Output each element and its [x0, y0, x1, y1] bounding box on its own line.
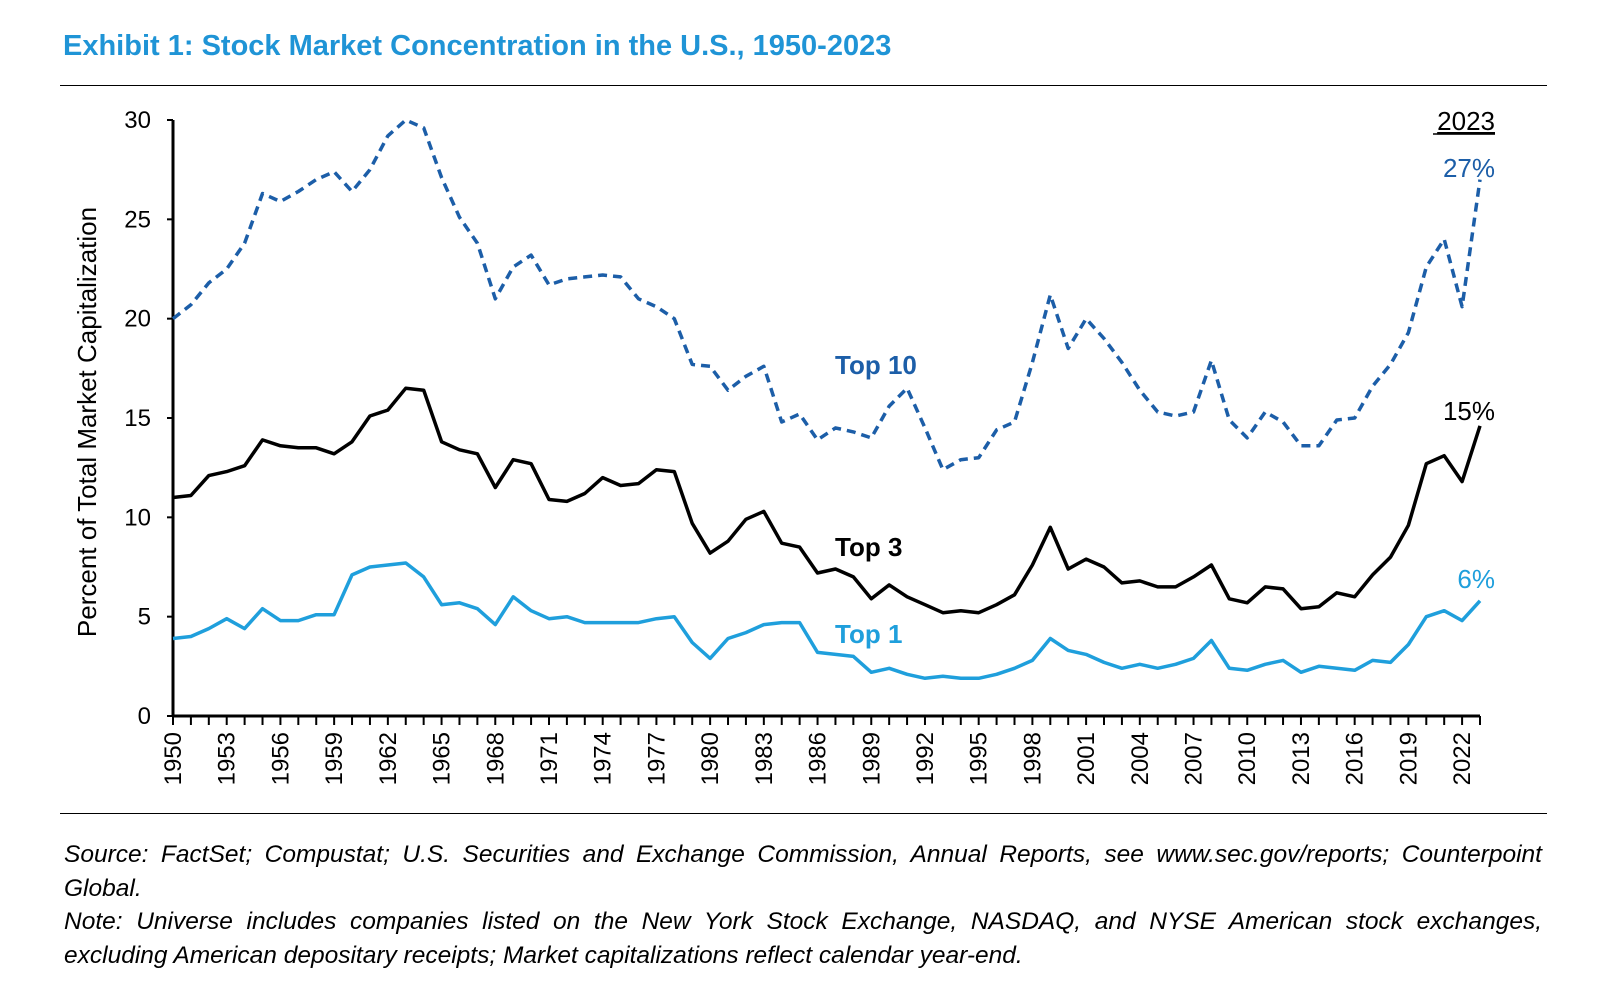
series-labels: Top 10 27% Top 3 15% Top 1 6% 2023: [835, 106, 1495, 649]
series-lines: [171, 118, 1482, 681]
series-line-top3: [172, 386, 1482, 615]
x-tick-label-1998: 1998: [1019, 732, 1046, 785]
x-tick-label-1953: 1953: [214, 732, 241, 785]
y-tick-label-15: 15: [124, 405, 151, 432]
y-tick-label-20: 20: [124, 306, 151, 333]
x-tick-label-1959: 1959: [321, 732, 348, 785]
x-tick-label-2022: 2022: [1449, 732, 1476, 785]
x-tick-label-2010: 2010: [1234, 732, 1261, 785]
x-tick-label-2001: 2001: [1073, 732, 1100, 785]
end-value-label-top1: 6%: [1457, 564, 1495, 594]
x-tick-label-1974: 1974: [590, 732, 617, 785]
series-label-top1: Top 1: [835, 619, 902, 649]
x-tick-label-1968: 1968: [482, 732, 509, 785]
y-tick-label-10: 10: [124, 504, 151, 531]
chart-title: Exhibit 1: Stock Market Concentration in…: [63, 30, 892, 62]
series-label-top10: Top 10: [835, 350, 917, 380]
series-line-top1: [172, 561, 1482, 681]
y-tick-label-0: 0: [138, 703, 151, 730]
axis-ticks: 0 5 10 15 20 25 30 1950 1953 1956 1959 1962 1965 1968…: [124, 107, 1481, 785]
top-rule: [60, 85, 1547, 86]
x-tick-label-1992: 1992: [912, 732, 939, 785]
y-tick-label-25: 25: [124, 206, 151, 233]
x-tick-label-1965: 1965: [429, 732, 456, 785]
y-axis-title: Percent of Total Market Capitalization: [72, 207, 102, 637]
source-note: Source: FactSet; Compustat; U.S. Securit…: [64, 841, 1542, 902]
x-tick-label-1950: 1950: [160, 732, 187, 785]
final-year-label: 2023: [1437, 106, 1495, 136]
x-tick-label-1956: 1956: [267, 732, 294, 785]
x-tick-label-2004: 2004: [1127, 732, 1154, 785]
x-tick-label-2013: 2013: [1288, 732, 1315, 785]
y-tick-label-30: 30: [124, 107, 151, 134]
y-axis-title-group: Percent of Total Market Capitalization: [72, 207, 102, 637]
x-tick-label-2007: 2007: [1181, 732, 1208, 785]
x-tick-label-1995: 1995: [966, 732, 993, 785]
x-tick-label-1980: 1980: [697, 732, 724, 785]
x-tick-label-1962: 1962: [375, 732, 402, 785]
series-line-top10: [171, 118, 1482, 472]
series-label-top3: Top 3: [835, 532, 902, 562]
bottom-rule: [60, 813, 1547, 814]
x-tick-label-1977: 1977: [643, 732, 670, 785]
x-tick-label-2016: 2016: [1342, 732, 1369, 785]
end-value-label-top3: 15%: [1443, 396, 1495, 426]
universe-note: Note: Universe includes companies listed…: [64, 908, 1542, 969]
x-tick-label-2019: 2019: [1395, 732, 1422, 785]
y-tick-label-5: 5: [138, 604, 151, 631]
x-tick-label-1989: 1989: [858, 732, 885, 785]
x-tick-label-1971: 1971: [536, 732, 563, 785]
end-value-label-top10: 27%: [1443, 153, 1495, 183]
x-tick-label-1983: 1983: [751, 732, 778, 785]
x-tick-label-1986: 1986: [805, 732, 832, 785]
